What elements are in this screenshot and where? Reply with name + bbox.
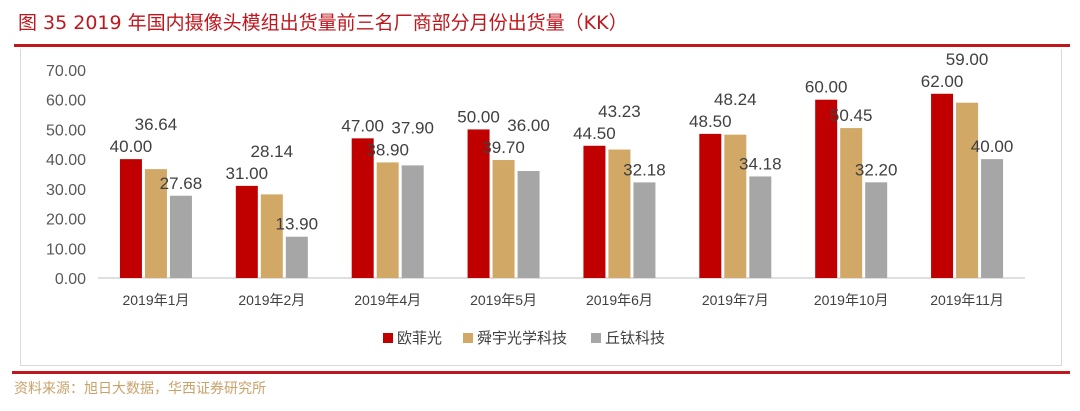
bar-3 (633, 182, 656, 278)
legend-swatch-1 (383, 333, 393, 343)
title-divider (14, 44, 1070, 47)
data-label: 36.64 (135, 115, 178, 134)
x-tick-label: 2019年2月 (238, 292, 305, 308)
legend-label: 舜宇光学科技 (477, 330, 567, 347)
bar-3 (401, 165, 424, 278)
bar-2 (492, 160, 515, 278)
data-label: 27.68 (160, 174, 203, 193)
bar-1 (467, 129, 490, 278)
bar-2 (376, 162, 399, 278)
data-label: 37.90 (391, 118, 434, 137)
y-tick-label: 20.00 (46, 212, 86, 229)
data-label: 40.00 (971, 137, 1014, 156)
bar-2 (956, 102, 979, 278)
x-tick-label: 2019年6月 (586, 292, 653, 308)
data-label: 44.50 (573, 124, 616, 143)
data-label: 62.00 (921, 72, 964, 91)
bar-3 (517, 171, 540, 278)
data-label: 34.18 (739, 154, 782, 173)
data-label: 31.00 (226, 164, 269, 183)
bar-3 (285, 236, 308, 278)
data-label: 50.00 (457, 107, 500, 126)
data-label: 60.00 (805, 78, 848, 97)
x-tick-label: 2019年11月 (930, 292, 1004, 308)
data-label: 40.00 (110, 137, 153, 156)
data-label: 59.00 (946, 50, 989, 69)
bar-3 (169, 195, 192, 278)
legend-label: 欧菲光 (397, 330, 442, 347)
bar-2 (144, 169, 167, 278)
y-tick-label: 60.00 (46, 93, 86, 110)
bar-1 (235, 185, 258, 278)
bar-3 (749, 176, 772, 278)
y-tick-label: 70.00 (46, 63, 86, 80)
bar-1 (815, 99, 838, 278)
y-tick-label: 10.00 (46, 241, 86, 258)
data-label: 48.24 (714, 90, 757, 109)
bar-1 (699, 133, 722, 278)
bar-1 (931, 93, 954, 279)
legend-swatch-2 (463, 333, 473, 343)
bar-2 (260, 194, 283, 278)
legend-label: 丘钛科技 (605, 330, 665, 347)
bar-2 (840, 128, 863, 278)
bar-2 (608, 149, 631, 278)
data-label: 47.00 (341, 116, 384, 135)
bar-1 (583, 145, 606, 278)
y-tick-label: 0.00 (55, 271, 86, 288)
x-tick-label: 2019年10月 (814, 292, 889, 308)
data-label: 38.90 (366, 140, 409, 159)
data-label: 32.18 (623, 160, 666, 179)
bar-3 (981, 159, 1004, 278)
source-divider (12, 371, 1070, 374)
data-label: 32.20 (855, 160, 898, 179)
bar-1 (351, 138, 374, 278)
y-tick-label: 50.00 (46, 122, 86, 139)
y-tick-label: 40.00 (46, 152, 86, 169)
y-tick-label: 30.00 (46, 182, 86, 199)
chart-frame (20, 49, 1062, 366)
source-note: 资料来源：旭日大数据，华西证券研究所 (14, 381, 266, 397)
x-tick-label: 2019年5月 (470, 292, 537, 308)
x-tick-label: 2019年4月 (354, 292, 421, 308)
bar-2 (724, 134, 747, 278)
data-label: 43.23 (598, 102, 641, 121)
data-label: 50.45 (830, 106, 873, 125)
data-label: 48.50 (689, 112, 732, 131)
bar-3 (865, 182, 888, 278)
x-tick-label: 2019年7月 (702, 292, 769, 308)
legend-swatch-3 (591, 333, 601, 343)
x-tick-label: 2019年1月 (122, 292, 189, 308)
data-label: 28.14 (251, 142, 294, 161)
data-label: 39.70 (482, 138, 525, 157)
data-label: 36.00 (507, 116, 550, 135)
figure-title: 图 35 2019 年国内摄像头模组出货量前三名厂商部分月份出货量（KK） (18, 12, 628, 34)
data-label: 13.90 (276, 215, 319, 234)
bar-1 (119, 159, 142, 278)
